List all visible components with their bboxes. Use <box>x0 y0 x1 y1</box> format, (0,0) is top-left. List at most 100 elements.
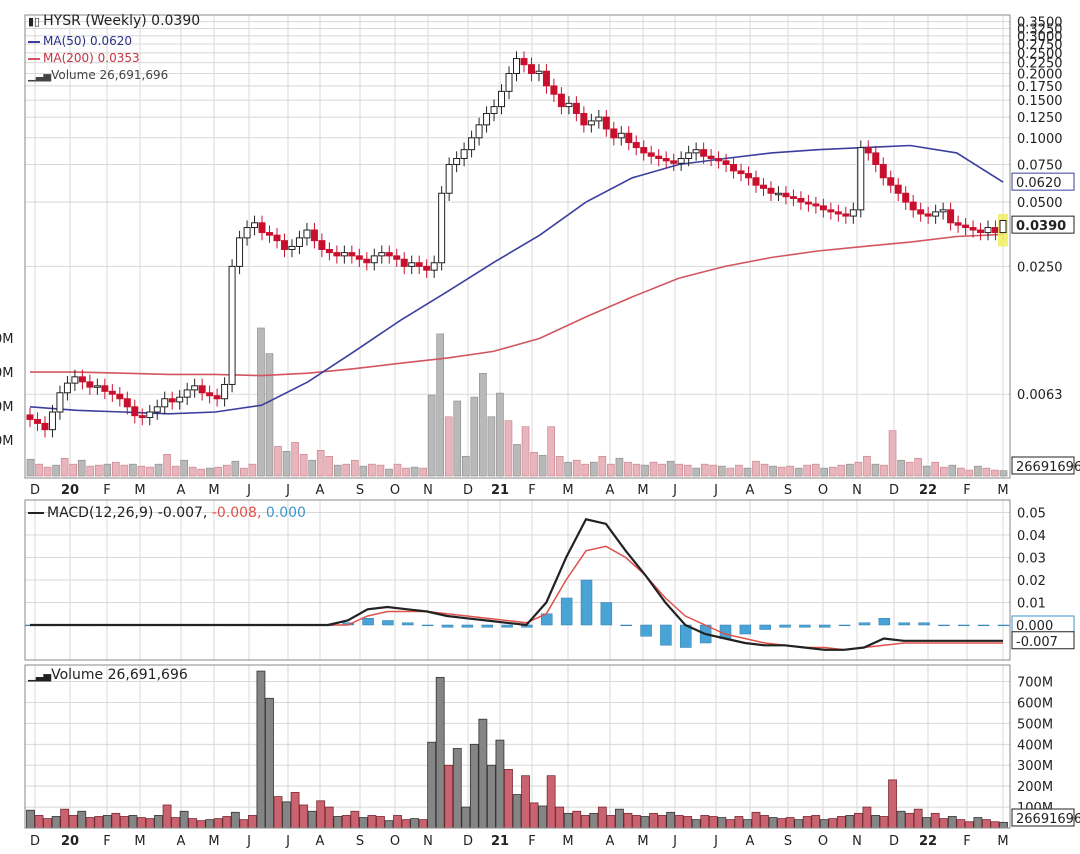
volume-bar <box>68 815 78 829</box>
x-axis-label-bottom: J <box>285 834 290 849</box>
volume-panel-legend: ▁▃▅Volume 26,691,696 <box>28 667 188 683</box>
x-axis-label-bottom: N <box>423 834 433 849</box>
macd-tick-label: 0.03 <box>1017 552 1046 567</box>
candle-body <box>273 234 281 242</box>
volume-bar <box>563 812 573 829</box>
candle-body <box>228 265 236 385</box>
last-price-tag-box <box>1011 215 1075 234</box>
price-tick-label: 0.1500 <box>1017 94 1063 109</box>
volume-overlay-bar <box>120 464 129 477</box>
price-tick-label: 0.3500 <box>1017 16 1063 31</box>
volume-bar <box>725 819 735 829</box>
volume-bar <box>128 815 138 829</box>
volume-overlay-bar <box>999 470 1008 477</box>
macd-value: -0.007 <box>157 505 203 521</box>
volume-bar <box>179 810 189 829</box>
volume-overlay-tag-box <box>1011 456 1075 475</box>
candle-body <box>505 73 513 92</box>
volume-bar <box>896 810 906 829</box>
volume-bar <box>299 804 309 829</box>
candle-body <box>266 232 274 236</box>
volume-tick-label: 300M <box>1017 759 1053 774</box>
candle-body <box>954 222 962 226</box>
macd-tick-label: 0.02 <box>1017 574 1046 589</box>
volume-overlay-bar <box>137 465 146 477</box>
macd-histogram-bar <box>481 624 493 628</box>
volume-overlay-bar <box>163 453 171 477</box>
volume-overlay-bar <box>299 453 308 477</box>
candle-body <box>879 163 887 179</box>
candle-body <box>737 170 745 175</box>
x-axis-label-top: A <box>606 483 615 498</box>
moving-averages <box>29 144 1004 415</box>
ma200-line <box>30 233 1004 377</box>
volume-overlay-bar <box>197 468 206 477</box>
volume-bar <box>94 816 104 829</box>
volume-bar <box>768 817 778 829</box>
volume-bar <box>222 816 232 829</box>
volume-last-tag: 26691696 <box>1016 812 1080 827</box>
macd-hist-value: 0.000 <box>265 505 306 521</box>
volume-panel-bars <box>26 670 1008 829</box>
macd-line <box>30 518 1003 651</box>
x-axis-label-bottom: O <box>390 834 400 849</box>
volume-overlay-bar <box>521 426 530 477</box>
x-axis-label-bottom: 20 <box>61 834 79 849</box>
macd-histogram-bar <box>600 602 613 626</box>
x-axis-label-top: J <box>713 483 718 498</box>
volume-bar <box>640 816 650 829</box>
candle-body <box>363 258 371 264</box>
candle-body <box>370 255 378 264</box>
volume-bars-icon: ▁▃▅ <box>28 71 52 82</box>
panel-frame <box>24 664 1011 829</box>
macd-value-tag-box <box>1011 631 1075 650</box>
x-axis-label-bottom: J <box>246 834 251 849</box>
volume-overlay-bar <box>726 467 735 477</box>
candle-body <box>355 255 363 260</box>
volume-overlay-bar <box>504 420 513 477</box>
candle-body <box>393 255 401 260</box>
candle-body <box>513 58 520 75</box>
candle-body <box>887 177 895 186</box>
x-axis-label-bottom: S <box>356 834 364 849</box>
candle-body <box>909 201 917 211</box>
x-axis-label-top: F <box>963 483 970 498</box>
candle-body <box>700 149 708 157</box>
candle-body <box>206 392 214 397</box>
volume-bar <box>495 739 505 829</box>
volume-tick-label: 200M <box>1017 780 1053 795</box>
candle-body <box>745 173 753 179</box>
volume-bar <box>316 800 326 829</box>
candle-body <box>153 406 161 413</box>
candle-body <box>41 422 49 431</box>
volume-panel-title: Volume 26,691,696 <box>51 667 188 683</box>
x-axis-label-bottom: S <box>784 834 792 849</box>
volume-overlay-bar <box>436 333 444 477</box>
candle-body <box>587 120 595 126</box>
candle-body <box>438 192 446 264</box>
candle-body <box>475 124 483 139</box>
candle-body <box>685 152 693 160</box>
candle-body <box>498 90 506 108</box>
volume-bar <box>546 775 556 829</box>
ma50-price-tag: 0.0620 <box>1016 176 1062 191</box>
volume-overlay-bar <box>957 467 965 477</box>
volume-bar <box>734 816 744 829</box>
volume-bar <box>401 819 411 829</box>
volume-overlay-bar <box>240 467 248 477</box>
volume-bar <box>615 808 624 829</box>
volume-overlay-bar <box>342 463 351 477</box>
candle-body <box>340 252 348 257</box>
x-axis-label-top: N <box>852 483 862 498</box>
x-axis-label-bottom: A <box>316 834 325 849</box>
macd-histogram-bar <box>660 624 672 646</box>
volume-bar <box>990 821 1000 829</box>
volume-bar <box>913 808 923 829</box>
last-price-tag: 0.0390 <box>1016 219 1066 234</box>
candle-body <box>557 93 565 108</box>
grid-layer <box>25 15 1010 828</box>
ma200-label: MA(200) 0.0353 <box>43 51 140 65</box>
x-axis-label-bottom: D <box>30 834 40 849</box>
candle-body <box>707 155 715 160</box>
